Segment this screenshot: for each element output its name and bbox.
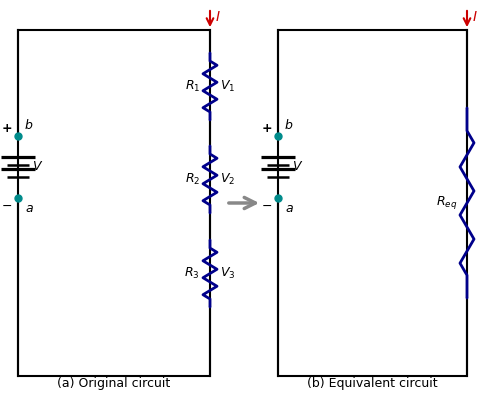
Text: +: +: [261, 121, 272, 135]
Text: b: b: [285, 119, 292, 132]
Text: −: −: [261, 199, 272, 213]
Text: a: a: [285, 202, 292, 215]
Text: −: −: [1, 199, 12, 213]
Text: a: a: [25, 202, 32, 215]
Text: $R_1$: $R_1$: [184, 79, 199, 94]
Text: $V$: $V$: [32, 160, 43, 174]
Text: $I$: $I$: [471, 10, 477, 24]
Text: (b) Equivalent circuit: (b) Equivalent circuit: [306, 377, 437, 390]
Text: b: b: [25, 119, 33, 132]
Text: $I$: $I$: [214, 10, 220, 24]
Text: $V$: $V$: [291, 160, 302, 174]
Text: $V_1$: $V_1$: [220, 79, 235, 94]
Text: +: +: [1, 121, 12, 135]
Text: $V_2$: $V_2$: [220, 172, 235, 187]
Text: $R_{eq}$: $R_{eq}$: [435, 195, 456, 211]
Text: $V_3$: $V_3$: [220, 266, 235, 281]
Text: (a) Original circuit: (a) Original circuit: [57, 377, 170, 390]
Text: $R_3$: $R_3$: [184, 266, 199, 281]
Text: $R_2$: $R_2$: [184, 172, 199, 187]
